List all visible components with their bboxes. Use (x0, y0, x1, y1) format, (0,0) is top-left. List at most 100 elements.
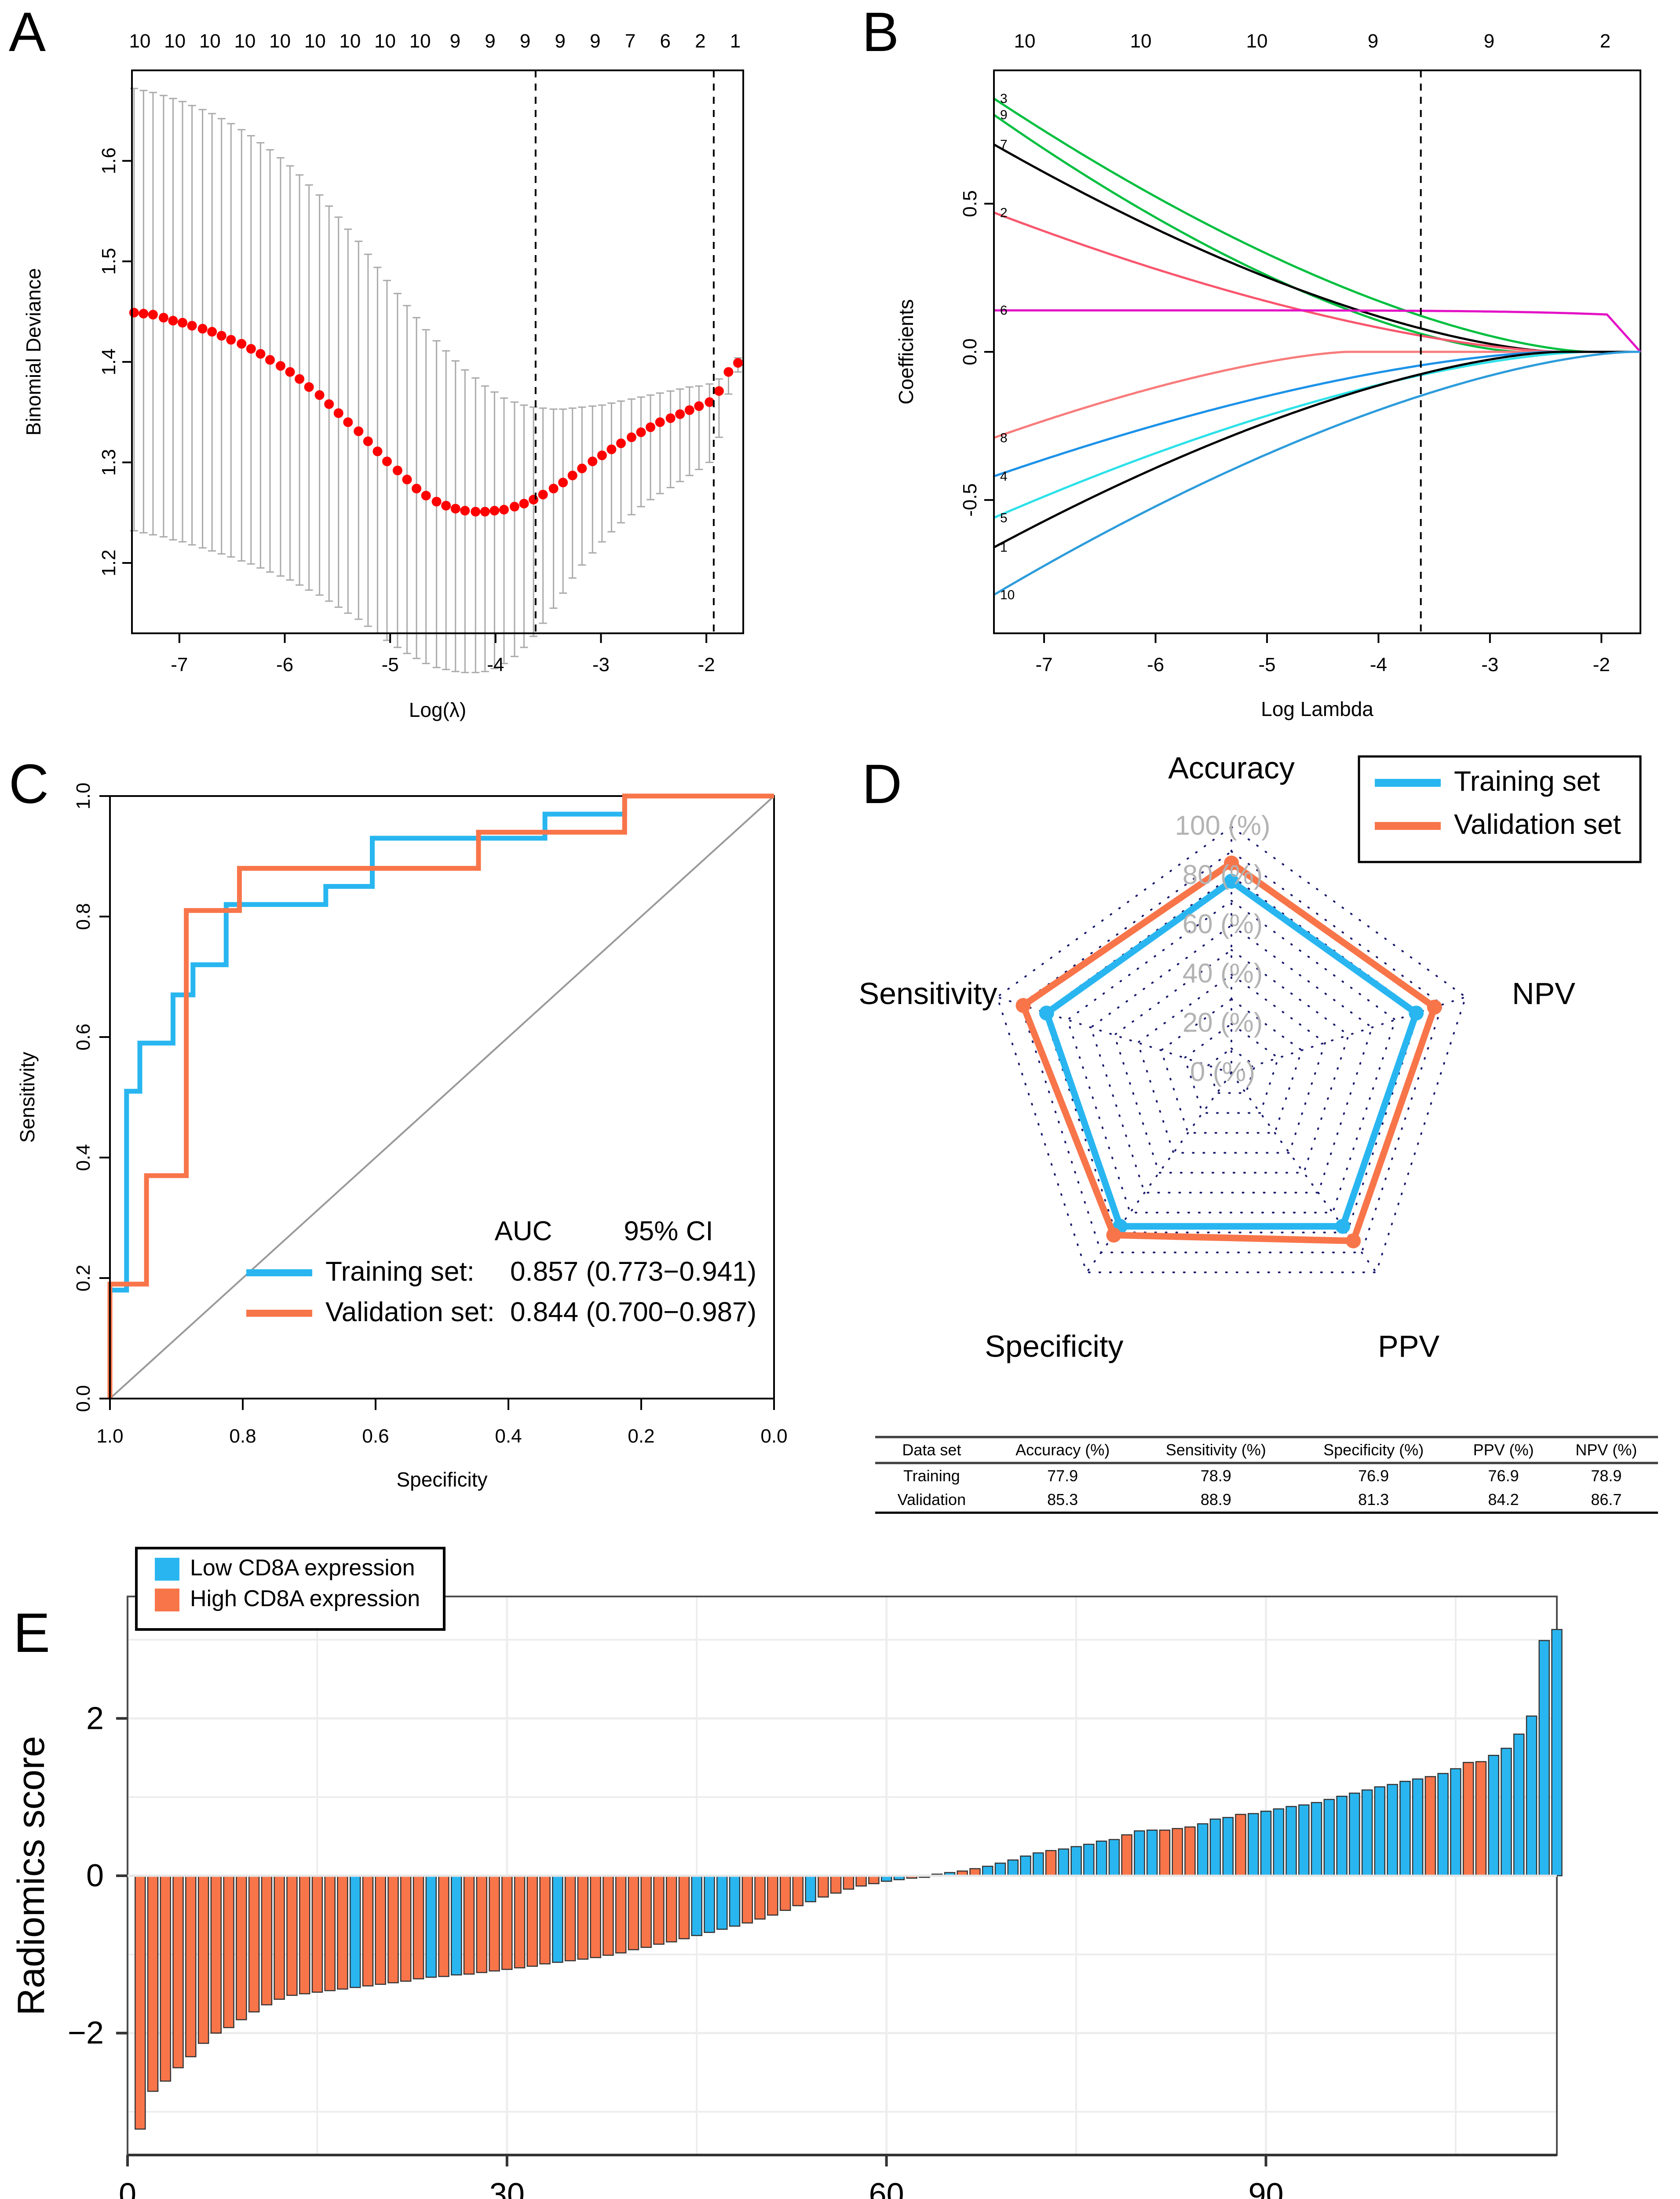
curve-index-label: 9 (1000, 108, 1008, 122)
panel-c-plot: 0.0 0.2 0.4 0.6 0.8 1.0 Sensitivity 1.0 0.8 0.6 0.… (16, 782, 788, 1491)
deviance-point (333, 408, 343, 418)
y-tick-label: 2 (86, 1701, 104, 1736)
curve-index-label: 8 (1000, 431, 1008, 445)
x-tick-label: -4 (487, 654, 504, 676)
bar (1311, 1802, 1322, 1877)
roc-curve-validation (107, 793, 774, 1399)
deviance-point (714, 386, 724, 396)
cell-training-npv: 78.9 (1591, 1467, 1622, 1485)
panel-a-letter: A (9, 1, 46, 63)
deviance-point (129, 307, 139, 318)
x-tick-label: -4 (1370, 654, 1387, 676)
col-data-set: Data set (902, 1441, 961, 1459)
radar-point (1039, 1005, 1054, 1021)
bar (438, 1875, 449, 1977)
cell-validation-npv: 86.7 (1591, 1490, 1622, 1509)
deviance-point (694, 401, 704, 411)
top-tick-label: 7 (625, 30, 635, 52)
top-tick-label: 9 (485, 30, 495, 52)
bar (1209, 1818, 1221, 1877)
error-bars (130, 88, 742, 673)
bar (1450, 1768, 1461, 1877)
y-tick-label: 0 (86, 1858, 104, 1893)
bar (691, 1875, 702, 1936)
x-axis-label: Log(λ) (409, 698, 466, 721)
bar (1538, 1640, 1550, 1877)
bar (830, 1875, 842, 1894)
bar (716, 1875, 728, 1930)
radar-ring-label: 20 (%) (1183, 1008, 1263, 1038)
radar-series-validation (1020, 859, 1438, 1244)
x-tick-label: 0.8 (229, 1425, 256, 1447)
cell-training-sensitivity: 78.9 (1200, 1467, 1231, 1485)
radar-axis-label-accuracy: Accuracy (1168, 751, 1295, 785)
bar (299, 1875, 310, 1994)
radar-point (1346, 1233, 1361, 1249)
top-tick-label: 9 (590, 30, 600, 52)
bar (375, 1875, 386, 1985)
bar (1501, 1747, 1512, 1877)
bar (223, 1875, 234, 2028)
bar (792, 1875, 804, 1907)
x-tick-label: -6 (276, 654, 293, 676)
top-tick-label: 1 (730, 30, 741, 52)
top-tick-label: 2 (695, 30, 705, 52)
cell-training-dataset: Training (903, 1467, 960, 1485)
bar (1121, 1834, 1132, 1877)
bar (539, 1875, 551, 1965)
top-tick-label: 9 (1484, 30, 1494, 52)
bar (1260, 1811, 1272, 1877)
deviance-point (207, 327, 217, 337)
y-tick-label: 0.4 (73, 1144, 94, 1171)
top-tick-label: 9 (450, 30, 460, 52)
bar (552, 1875, 563, 1963)
legend-label-high: High CD8A expression (190, 1586, 420, 1611)
top-tick-label: 6 (660, 30, 670, 52)
bar (1007, 1859, 1019, 1877)
bar (1551, 1629, 1563, 1877)
bar (640, 1875, 652, 1948)
panel-a: A 1.2 1.3 1.4 1.5 1.6 Binomial Deviance -7 -6 -5… (0, 0, 836, 748)
deviance-point (148, 310, 158, 320)
bar (1083, 1844, 1095, 1877)
curve-index-label: 1 (1000, 541, 1008, 555)
coefficient-path (993, 97, 1640, 353)
deviance-point (499, 504, 509, 515)
y-tick-label: 0.6 (73, 1023, 94, 1050)
top-tick-label: 10 (339, 30, 361, 52)
x-tick-label: -5 (382, 654, 399, 676)
panel-d: D 100 (%) 80 (%) 60 (%) 40 (%) 20 (%) 0 (%) Ac… (836, 721, 1680, 1434)
deviance-point (450, 504, 460, 514)
deviance-point (187, 321, 197, 331)
col-sensitivity: Sensitivity (%) (1165, 1441, 1266, 1459)
coefficient-path (993, 351, 1640, 548)
radar-ring-label: 100 (%) (1175, 811, 1270, 841)
coefficient-path (993, 351, 1640, 519)
radar-ring-label: 80 (%) (1183, 860, 1263, 890)
legend-value-validation: 0.844 (0.700−0.987) (510, 1297, 756, 1327)
col-ppv: PPV (%) (1473, 1441, 1534, 1459)
metrics-table-body: Training 77.9 78.9 76.9 76.9 78.9 Valida… (875, 1463, 1658, 1513)
x-tick-label: 60 (869, 2177, 904, 2199)
deviance-point (197, 324, 208, 334)
bar (160, 1875, 172, 2082)
y-tick-label: -0.5 (959, 483, 981, 517)
bar (1374, 1786, 1386, 1877)
bar (1437, 1773, 1449, 1877)
deviance-point (480, 507, 490, 517)
x-tick-label: -6 (1147, 654, 1164, 676)
deviance-point (616, 438, 626, 448)
bar (476, 1875, 488, 1973)
radar-ring-label: 60 (%) (1183, 909, 1263, 939)
bar (628, 1875, 639, 1951)
bar (665, 1875, 677, 1943)
deviance-point (441, 500, 451, 511)
top-tick-label: 9 (555, 30, 566, 52)
col-specificity: Specificity (%) (1323, 1441, 1424, 1459)
bar (261, 1875, 273, 2005)
bar (387, 1875, 399, 1983)
y-tick-label: 1.5 (98, 248, 120, 275)
radar-point (1224, 873, 1239, 889)
top-tick-label: 10 (1130, 30, 1152, 52)
